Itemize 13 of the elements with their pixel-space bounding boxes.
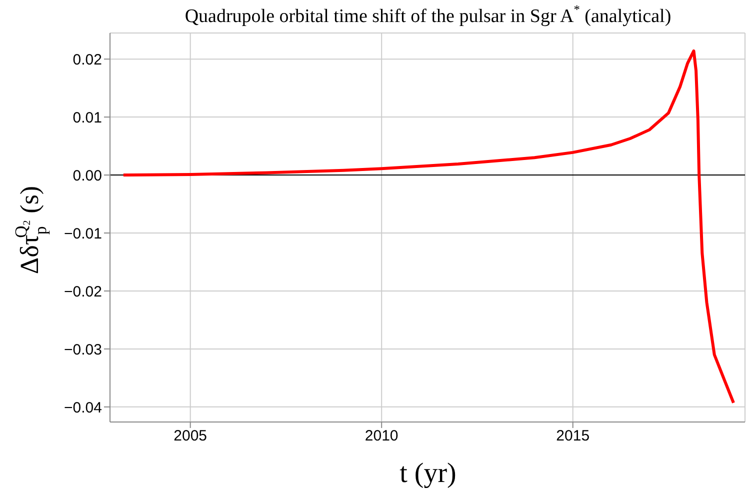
y-tick-label: −0.04	[64, 399, 102, 416]
line-series	[122, 49, 736, 404]
x-axis-title: t (yr)	[400, 458, 456, 489]
y-tick-label: −0.03	[64, 341, 102, 358]
x-tick-label: 2010	[364, 428, 398, 445]
x-tick-label: 2005	[174, 428, 208, 445]
y-tick-label: 0.00	[72, 167, 102, 184]
x-tick-label: 2015	[556, 428, 590, 445]
chart-title: Quadrupole orbital time shift of the pulsar in Sgr A$^{*}$ (analytical)	[184, 2, 672, 27]
y-tick-label: 0.01	[72, 109, 102, 126]
y-tick-label: −0.01	[64, 225, 102, 242]
y-tick-label: −0.02	[64, 283, 102, 300]
y-tick-label: 0.02	[72, 51, 102, 68]
